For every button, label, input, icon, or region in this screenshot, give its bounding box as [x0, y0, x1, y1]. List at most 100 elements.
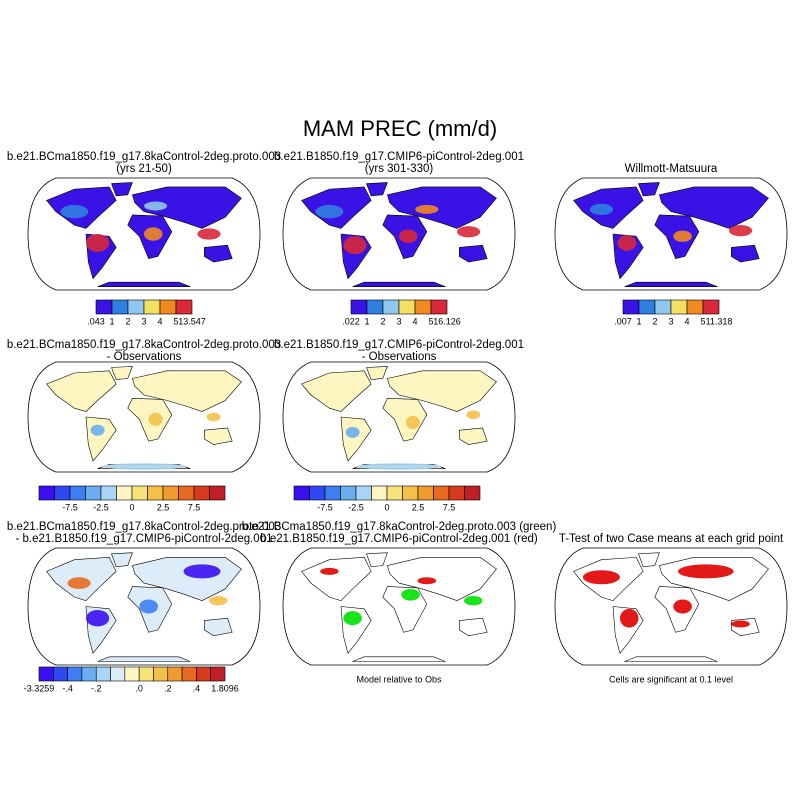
colorbar-label: -2.5 [93, 502, 109, 512]
map-field [415, 204, 439, 214]
colorbar-box [340, 485, 357, 501]
continent [638, 182, 660, 197]
map-field [673, 230, 692, 242]
continent [111, 182, 133, 197]
colorbar-box [110, 666, 126, 682]
colorbar-label: 2 [380, 316, 385, 326]
colorbar-box [293, 485, 310, 501]
map-field [208, 595, 228, 606]
map-field [731, 620, 750, 628]
colorbar-box [355, 485, 372, 501]
colorbar-box [702, 299, 720, 315]
colorbar-box [147, 485, 164, 501]
colorbar-box [127, 299, 145, 315]
continent [97, 656, 191, 662]
continent [387, 186, 497, 229]
colorbar-label: 0 [129, 502, 134, 512]
panel-title: T-Test of two Case means at each grid po… [559, 533, 784, 545]
colorbar-box [54, 485, 71, 501]
continent [366, 552, 388, 568]
colorbar-label: 3 [141, 316, 146, 326]
continent [387, 557, 497, 601]
map-field [206, 412, 221, 422]
map-field [86, 234, 110, 252]
map-field [320, 567, 339, 575]
colorbar-label: 7.5 [443, 502, 456, 512]
map-field [67, 577, 91, 589]
continent [204, 427, 233, 445]
map-field [677, 564, 734, 579]
colorbar-box [159, 299, 177, 315]
colorbar-box [464, 485, 481, 501]
panel-title: - b.e21.B1850.f19_g17.CMIP6-piControl-2d… [15, 533, 272, 545]
panel-title: b.e21.B1850.f19_g17.CMIP6-piControl-2deg… [260, 533, 538, 545]
colorbar-box [398, 299, 416, 315]
colorbar-label: 5 [700, 316, 705, 326]
continent [132, 186, 242, 229]
panel-title: b.e21.B1850.f19_g17.CMIP6-piControl-2deg… [274, 339, 524, 351]
colorbar-box [178, 485, 195, 501]
colorbar-box [382, 299, 400, 315]
colorbar-box [67, 666, 83, 682]
colorbar-box [131, 485, 148, 501]
colorbar-label: -3.3259 [24, 683, 55, 693]
colorbar-label: 5 [173, 316, 178, 326]
continent [204, 244, 233, 263]
map-field [343, 236, 367, 255]
colorbar-label: 4 [684, 316, 689, 326]
continent [387, 370, 497, 412]
continent [659, 186, 769, 229]
colorbar-label: .043 [87, 316, 105, 326]
map-outline [27, 547, 261, 666]
continent [97, 281, 191, 287]
map-field [457, 226, 481, 238]
colorbar-label: 4 [157, 316, 162, 326]
colorbar-box [175, 299, 193, 315]
continent [382, 397, 428, 442]
colorbar-label: 0 [384, 502, 389, 512]
colorbar-box [111, 299, 129, 315]
continent [459, 427, 488, 445]
colorbar-label: .2 [164, 683, 172, 693]
colorbar-label: 3 [396, 316, 401, 326]
map-field [673, 599, 692, 614]
continent [352, 656, 446, 662]
colorbar-box [386, 485, 403, 501]
continent [459, 244, 488, 263]
continent [301, 557, 372, 601]
colorbar-box [81, 666, 97, 682]
map-field [466, 410, 481, 420]
colorbar-label: 4 [412, 316, 417, 326]
colorbar-label: -7.5 [317, 502, 333, 512]
map-field [582, 570, 620, 585]
map-field [102, 463, 186, 470]
colorbar-box [143, 299, 161, 315]
colorbar-label: 1.8096 [211, 683, 239, 693]
colorbar-label: 3 [668, 316, 673, 326]
continent [352, 281, 446, 287]
panel-title: (yrs 301-330) [365, 163, 434, 175]
colorbar-label: 7.5 [188, 502, 201, 512]
map-field [589, 203, 614, 215]
map-outline [554, 547, 788, 666]
colorbar-label: 1 [109, 316, 114, 326]
continent [111, 366, 133, 380]
panel-title: b.e21.BCma1850.f19_g17.8kaControl-2deg.p… [7, 151, 281, 163]
map-field [401, 588, 420, 601]
colorbar-label: 16.126 [433, 316, 461, 326]
colorbar-box [193, 485, 210, 501]
map-outline [282, 547, 516, 666]
continent [624, 281, 718, 287]
map-outline [27, 177, 261, 291]
continent [46, 370, 117, 412]
map-field [144, 201, 168, 211]
map-field [417, 577, 437, 585]
map-outline [27, 361, 261, 473]
colorbar-label: 1 [364, 316, 369, 326]
colorbar-box [350, 299, 368, 315]
map-field [343, 611, 362, 626]
colorbar-box [430, 299, 448, 315]
colorbar-label: 5 [428, 316, 433, 326]
colorbar-label: .0 [135, 683, 143, 693]
